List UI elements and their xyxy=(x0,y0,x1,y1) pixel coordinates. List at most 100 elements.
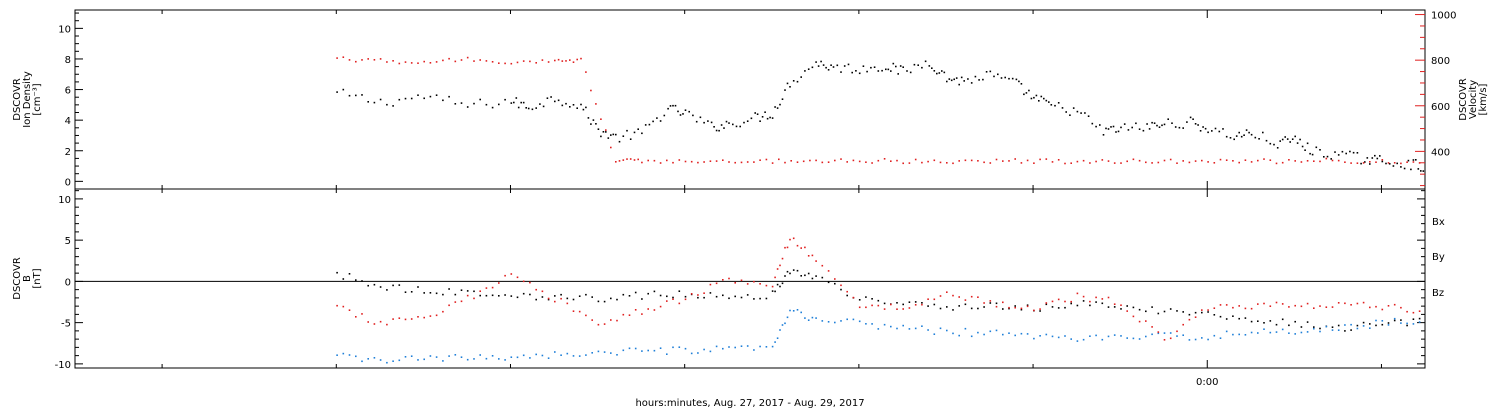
data-point xyxy=(580,103,582,106)
data-point xyxy=(1219,304,1222,306)
data-point xyxy=(1269,159,1272,161)
data-point xyxy=(1213,314,1216,316)
data-point xyxy=(1082,159,1085,162)
data-point xyxy=(881,69,883,72)
data-point xyxy=(622,313,625,316)
data-point xyxy=(336,271,338,274)
data-point xyxy=(1211,130,1213,132)
data-point xyxy=(1325,157,1328,160)
data-point xyxy=(1412,161,1415,163)
data-point xyxy=(491,106,494,109)
data-point xyxy=(1076,292,1079,295)
data-point xyxy=(1169,158,1172,161)
data-point xyxy=(435,356,438,358)
data-point xyxy=(674,104,677,107)
data-point xyxy=(460,102,463,104)
data-point xyxy=(652,120,654,123)
data-point xyxy=(616,319,618,322)
data-point xyxy=(1197,124,1199,126)
data-point xyxy=(1045,158,1048,160)
data-point xyxy=(355,94,357,97)
data-point xyxy=(361,94,363,96)
data-point xyxy=(1026,159,1029,162)
data-point xyxy=(498,282,500,284)
data-point xyxy=(852,318,855,321)
data-point xyxy=(840,284,842,287)
data-point xyxy=(466,358,469,361)
x-tick-label: 0:00 xyxy=(1196,377,1218,388)
data-point xyxy=(1238,333,1240,336)
data-point xyxy=(697,352,699,354)
data-point xyxy=(1396,162,1398,165)
data-point xyxy=(1182,127,1184,129)
data-point xyxy=(1387,324,1390,326)
data-point xyxy=(1176,310,1178,312)
data-point xyxy=(771,162,774,164)
data-point xyxy=(1167,118,1169,120)
data-point xyxy=(566,352,569,355)
data-point xyxy=(435,94,438,96)
data-point xyxy=(460,300,463,303)
data-point xyxy=(1101,159,1104,161)
data-point xyxy=(367,321,369,323)
data-point xyxy=(1325,306,1328,308)
data-point xyxy=(1284,136,1286,138)
data-point xyxy=(348,273,351,275)
data-point xyxy=(1341,150,1344,153)
data-point xyxy=(1369,161,1371,163)
data-point xyxy=(939,161,942,164)
data-point xyxy=(590,89,592,92)
data-point xyxy=(1326,155,1329,158)
data-point xyxy=(1288,306,1290,308)
data-point xyxy=(1263,328,1265,330)
data-point xyxy=(491,294,494,297)
data-point xyxy=(616,354,618,356)
data-point xyxy=(908,328,911,330)
data-point xyxy=(653,290,656,293)
data-point xyxy=(1051,335,1054,338)
data-point xyxy=(796,269,799,272)
data-point xyxy=(1244,307,1247,310)
data-point xyxy=(1315,146,1318,149)
data-point xyxy=(1376,157,1379,160)
data-point xyxy=(1238,305,1240,307)
data-point xyxy=(955,77,958,79)
data-point xyxy=(610,352,612,354)
data-point xyxy=(348,59,351,61)
data-point xyxy=(873,66,876,68)
data-point xyxy=(1244,159,1247,161)
data-point xyxy=(827,161,830,163)
data-point xyxy=(336,304,338,307)
data-point xyxy=(811,66,814,69)
data-point xyxy=(1020,162,1023,164)
data-point xyxy=(877,299,880,302)
data-point xyxy=(342,352,345,355)
data-point xyxy=(585,293,587,296)
data-point xyxy=(1356,162,1359,164)
data-point xyxy=(678,159,681,161)
data-point xyxy=(1369,163,1371,165)
data-point xyxy=(1091,122,1094,125)
data-point xyxy=(995,329,998,332)
data-point xyxy=(1076,110,1079,113)
data-point xyxy=(473,102,475,105)
data-point xyxy=(605,131,607,133)
data-point xyxy=(1243,134,1245,136)
data-point xyxy=(1123,123,1126,125)
data-point xyxy=(746,345,749,347)
data-point xyxy=(1113,306,1116,308)
data-point xyxy=(1057,307,1060,309)
data-point xyxy=(1352,151,1355,154)
y-tick-label: -5 xyxy=(61,319,71,330)
data-point xyxy=(1262,131,1264,134)
data-point xyxy=(572,355,575,357)
data-point xyxy=(626,129,628,132)
data-point xyxy=(1219,158,1222,161)
data-point xyxy=(603,351,606,353)
data-point xyxy=(1132,158,1135,161)
data-point xyxy=(1400,162,1402,165)
data-point xyxy=(1089,304,1091,307)
data-point xyxy=(834,321,836,324)
data-point xyxy=(547,61,550,63)
data-point xyxy=(417,94,419,96)
